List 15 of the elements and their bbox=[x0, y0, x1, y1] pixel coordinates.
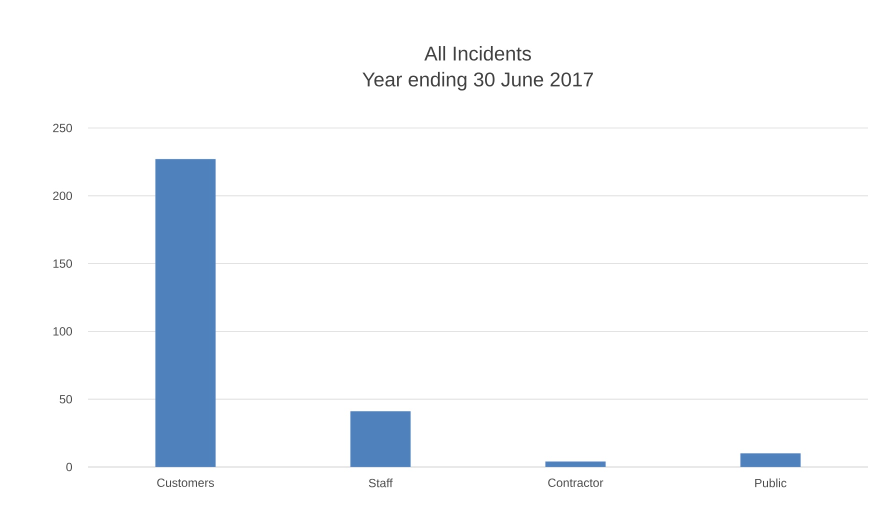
x-tick-label: Contractor bbox=[548, 478, 604, 487]
y-tick-label: 250 bbox=[53, 124, 72, 132]
y-tick-label: 100 bbox=[53, 327, 72, 336]
x-tick-label: Staff bbox=[368, 478, 393, 488]
x-tick-label: Customers bbox=[157, 478, 214, 487]
y-tick-label: 150 bbox=[53, 259, 72, 268]
chart-subtitle: Year ending 30 June 2017 bbox=[362, 72, 593, 91]
y-tick-label: 0 bbox=[66, 462, 72, 472]
bar bbox=[740, 453, 801, 467]
bar bbox=[155, 158, 216, 467]
bar bbox=[350, 411, 411, 467]
y-tick-label: 200 bbox=[53, 192, 72, 200]
chart-title: All Incidents bbox=[424, 46, 531, 61]
x-tick-label: Public bbox=[755, 478, 786, 488]
y-tick-label: 50 bbox=[60, 394, 72, 404]
